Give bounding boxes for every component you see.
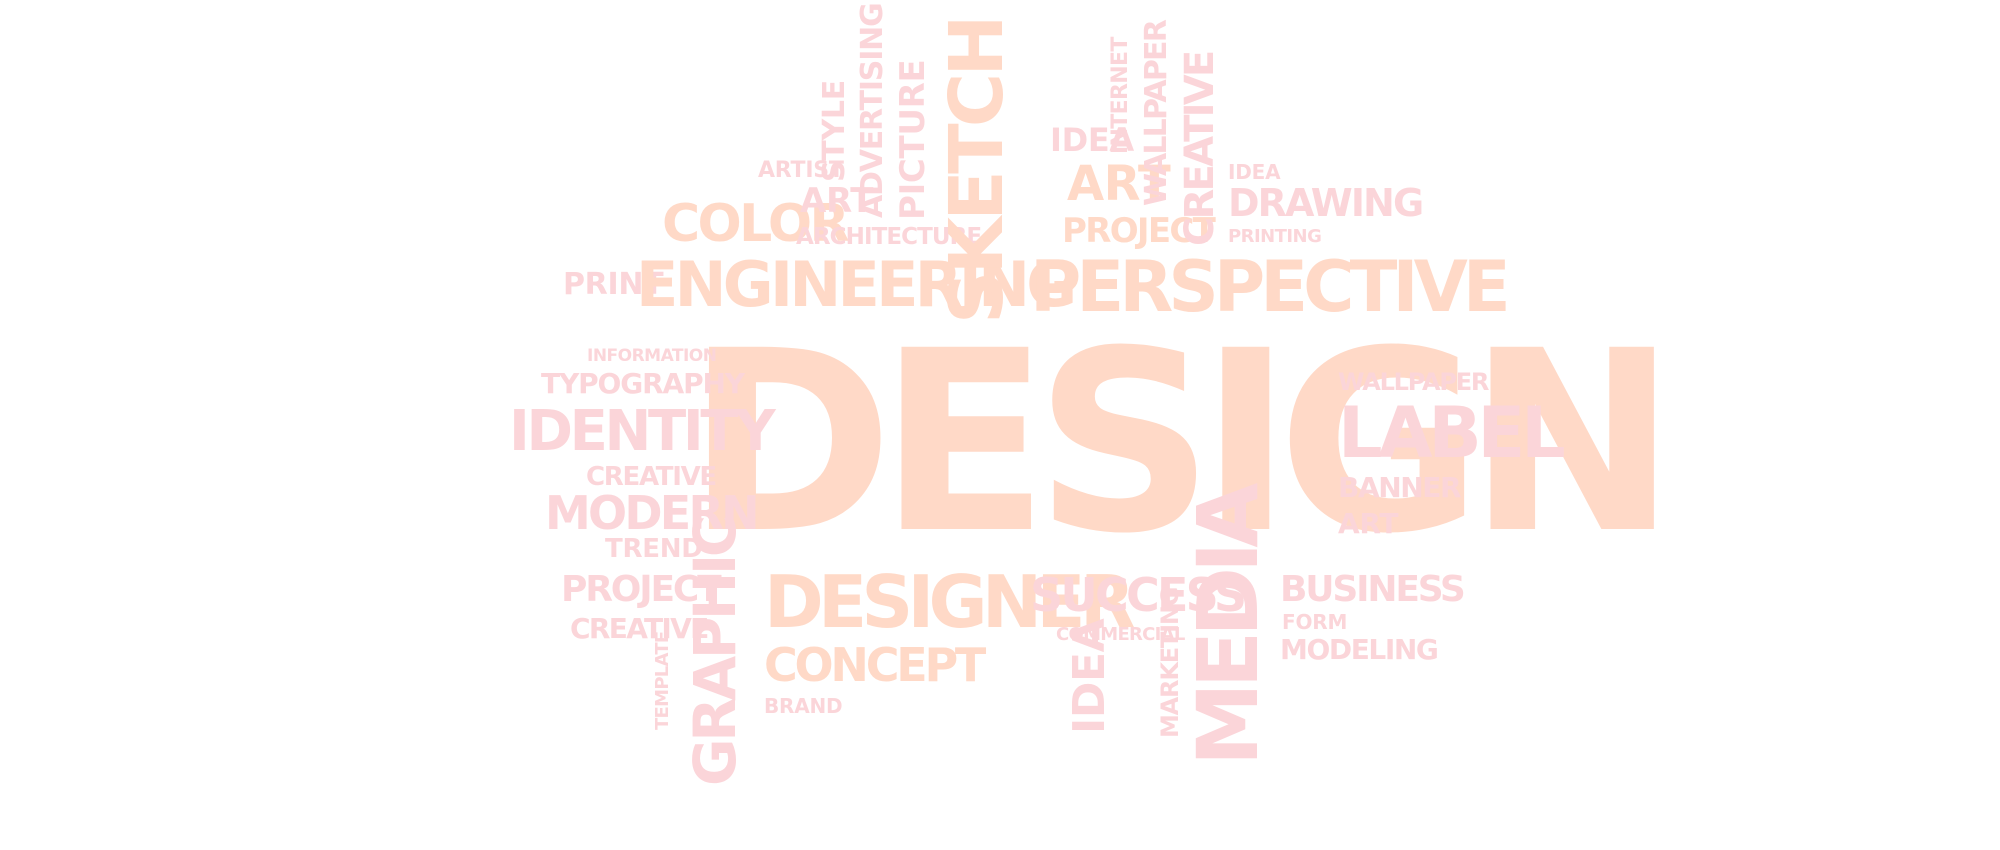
word-art-top-right: ART bbox=[1067, 156, 1171, 212]
word-designer: DESIGNER bbox=[764, 560, 1135, 644]
word-media: MEDIA bbox=[1179, 488, 1277, 766]
word-trend: TREND bbox=[605, 534, 703, 564]
word-graphic: GRAPHIC bbox=[681, 518, 749, 786]
word-idea-top: IDEA bbox=[1050, 121, 1134, 159]
word-idea-bottom: IDEA bbox=[1064, 618, 1115, 734]
word-architecture: ARCHITECTURE bbox=[796, 224, 982, 250]
word-sketch: SKETCH bbox=[934, 18, 1020, 324]
word-project-top: PROJECT bbox=[1062, 211, 1216, 251]
word-modern: MODERN bbox=[545, 486, 760, 540]
word-project-left: PROJECT bbox=[561, 569, 722, 610]
word-advertising: ADVERTISING bbox=[855, 3, 890, 218]
word-commercial: COMMERCIAL bbox=[1056, 624, 1185, 645]
word-style: STYLE bbox=[817, 80, 852, 182]
word-modeling: MODELING bbox=[1280, 633, 1439, 666]
word-identity: IDENTITY bbox=[509, 399, 776, 464]
word-creative-left: CREATIVE bbox=[586, 462, 717, 492]
word-print: PRINT bbox=[563, 267, 664, 302]
word-success: SUCCESS bbox=[1030, 568, 1247, 622]
word-business: BUSINESS bbox=[1280, 569, 1466, 610]
word-creative-vertical: CREATIVE bbox=[1177, 52, 1223, 246]
word-banner: BANNER bbox=[1338, 471, 1462, 504]
word-wallpaper-right: WALLPAPER bbox=[1338, 368, 1489, 396]
word-art-top-left: ART bbox=[800, 181, 874, 221]
word-picture: PICTURE bbox=[893, 59, 933, 220]
word-creative-bottom-left: CREATIVE bbox=[570, 612, 709, 645]
word-printing: PRINTING bbox=[1228, 226, 1322, 247]
word-information: INFORMATION bbox=[587, 346, 717, 366]
word-template: TEMPLATE bbox=[652, 631, 673, 731]
word-drawing: DRAWING bbox=[1228, 181, 1424, 225]
word-wallpaper-vertical: WALLPAPER bbox=[1139, 20, 1174, 206]
word-form: FORM bbox=[1282, 610, 1348, 634]
word-design: DESIGN bbox=[686, 297, 1677, 588]
word-idea-small: IDEA bbox=[1228, 160, 1281, 184]
word-typography: TYPOGRAPHY bbox=[541, 367, 745, 400]
word-engineering: ENGINEERING bbox=[636, 248, 1077, 321]
word-label: LABEL bbox=[1338, 392, 1566, 474]
word-concept: CONCEPT bbox=[764, 638, 986, 692]
word-artist: ARTIST bbox=[758, 158, 844, 183]
word-art-right: ART bbox=[1338, 507, 1399, 540]
word-color: COLOR bbox=[662, 194, 850, 254]
word-internet: INTERNET bbox=[1108, 37, 1133, 154]
word-brand: BRAND bbox=[764, 694, 843, 718]
word-perspective: PERSPECTIVE bbox=[1030, 246, 1511, 328]
